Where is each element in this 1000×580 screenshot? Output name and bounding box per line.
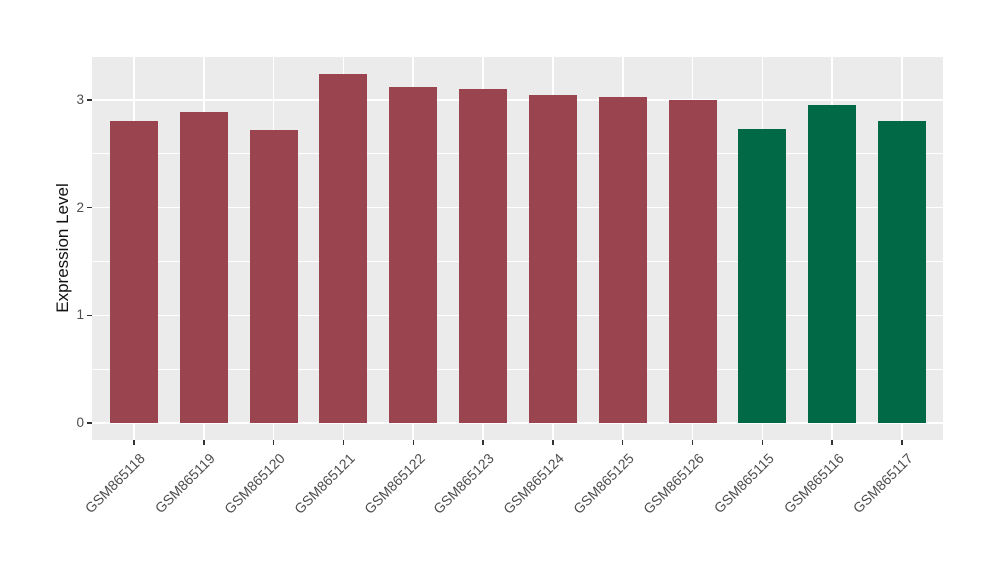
bar-GSM865125 (598, 96, 647, 423)
x-axis-tick (691, 440, 694, 445)
bar-GSM865124 (528, 94, 577, 423)
x-tick-label-GSM865119: GSM865119 (151, 450, 219, 517)
gridline-minor-y (92, 153, 943, 155)
x-axis-tick (901, 440, 903, 445)
x-tick-label-GSM865125: GSM865125 (570, 450, 638, 517)
bar-GSM865120 (249, 130, 298, 423)
bar-GSM865119 (179, 111, 228, 423)
x-tick-label-GSM865116: GSM865116 (780, 450, 847, 517)
y-tick-label: 0 (76, 415, 84, 430)
x-axis-tick (831, 440, 833, 445)
gridline-major-y (92, 314, 943, 317)
bar-GSM865126 (668, 99, 717, 423)
x-tick-label-GSM865121: GSM865121 (290, 450, 358, 517)
x-tick-label-GSM865124: GSM865124 (500, 450, 568, 517)
x-axis-tick (552, 440, 554, 445)
bar-GSM865117 (878, 121, 927, 423)
bar-GSM865115 (738, 128, 787, 423)
x-tick-label-GSM865120: GSM865120 (221, 450, 288, 517)
bar-GSM865122 (389, 86, 438, 423)
bar-GSM865121 (319, 74, 368, 423)
x-tick-label-GSM865123: GSM865123 (430, 450, 498, 517)
x-axis-tick (412, 440, 415, 445)
plot-panel (92, 57, 943, 440)
x-tick-label-GSM865126: GSM865126 (639, 450, 707, 517)
gridline-minor-y (92, 368, 943, 370)
x-axis-tick (482, 440, 484, 445)
y-axis-tick (87, 422, 92, 424)
gridline-major-y (92, 99, 943, 101)
x-axis-tick (272, 440, 275, 445)
gridline-major-y (92, 206, 943, 209)
y-tick-label: 3 (76, 91, 84, 107)
x-tick-label-GSM865122: GSM865122 (360, 450, 428, 517)
bar-GSM865116 (808, 105, 857, 423)
y-axis-tick (87, 206, 92, 209)
x-tick-label-GSM865115: GSM865115 (710, 450, 777, 517)
x-tick-label-GSM865117: GSM865117 (850, 450, 917, 517)
x-tick-label-GSM865118: GSM865118 (82, 450, 149, 517)
y-axis-tick (87, 99, 92, 101)
gridline-minor-y (92, 261, 943, 262)
bar-GSM865118 (110, 121, 158, 423)
bar-GSM865123 (459, 89, 508, 423)
x-axis-tick (621, 440, 624, 445)
x-axis-tick (203, 440, 205, 445)
y-axis-tick (87, 314, 92, 317)
x-axis-tick (133, 440, 135, 445)
x-axis-tick (761, 440, 764, 445)
y-tick-label: 1 (76, 307, 84, 323)
y-tick-label: 2 (76, 199, 84, 215)
x-axis-tick (342, 440, 345, 445)
gridline-major-y (92, 422, 943, 424)
